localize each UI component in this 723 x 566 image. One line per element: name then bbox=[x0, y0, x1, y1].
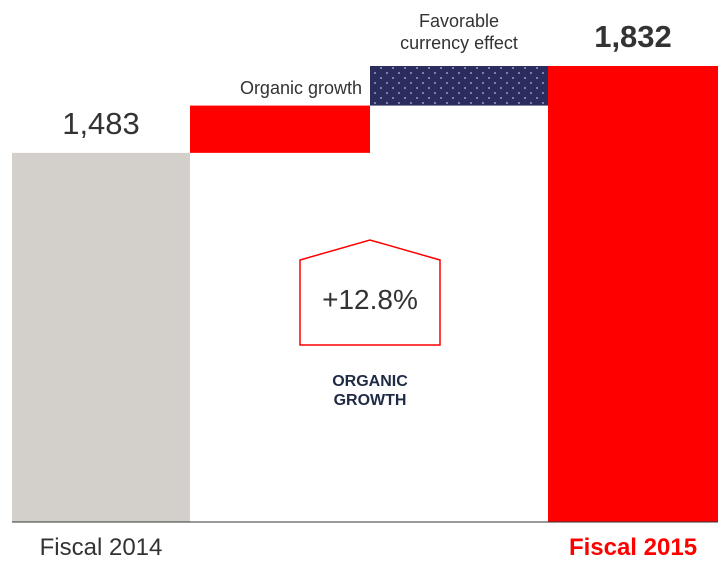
annotation-value: +12.8% bbox=[322, 284, 418, 315]
bar bbox=[190, 105, 370, 153]
category-label: Organic growth bbox=[239, 77, 362, 98]
bar bbox=[548, 66, 718, 522]
category-label: Fiscal 2014 bbox=[39, 534, 163, 561]
annotation-text: ORGANIC GROWTH bbox=[332, 373, 408, 410]
value-label: 1,832 bbox=[594, 19, 672, 54]
value-label: 1,483 bbox=[62, 105, 140, 141]
category-label: Fiscal 2015 bbox=[568, 534, 698, 561]
annotation-shape bbox=[299, 239, 441, 346]
category-label: Favorable currency effect bbox=[400, 11, 518, 53]
bar bbox=[370, 66, 548, 106]
bar bbox=[12, 152, 190, 522]
